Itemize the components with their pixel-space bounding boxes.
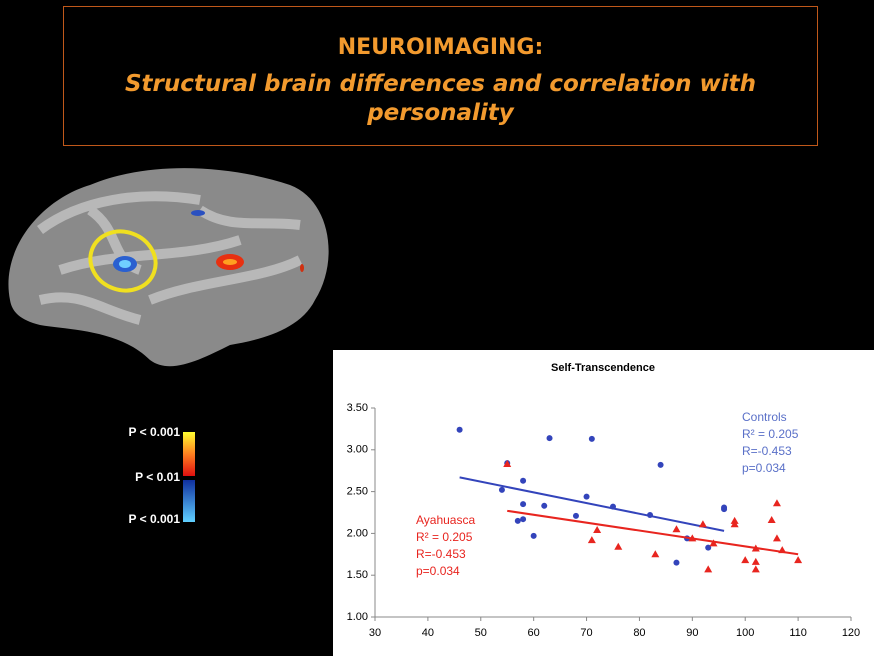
x-tick-label: 90 <box>686 627 698 639</box>
point <box>698 520 707 528</box>
point <box>572 512 579 519</box>
x-tick-label: 110 <box>789 627 807 639</box>
colorbar-hot <box>183 432 195 476</box>
x-tick-label: 80 <box>633 627 645 639</box>
legend-label: Ayahuasca <box>416 513 475 527</box>
x-tick-label: 60 <box>528 627 540 639</box>
x-tick-label: 120 <box>842 627 860 639</box>
colorbar-label: P < 0.01 <box>135 470 180 484</box>
point <box>772 534 781 542</box>
y-tick-label: 3.00 <box>347 444 368 456</box>
point <box>514 517 521 524</box>
point <box>704 565 713 573</box>
point <box>651 550 660 558</box>
y-tick-label: 2.00 <box>347 527 368 539</box>
point <box>503 460 512 468</box>
annotation: p=0.034 <box>742 461 786 475</box>
point <box>614 542 623 550</box>
point <box>741 556 750 564</box>
y-tick-label: 1.50 <box>347 569 368 581</box>
x-tick-label: 50 <box>475 627 487 639</box>
trend-line <box>507 509 799 556</box>
point <box>587 536 596 544</box>
point <box>520 501 527 508</box>
point <box>672 525 681 533</box>
chart-title: Self-Transcendence <box>551 362 655 374</box>
point <box>530 532 537 539</box>
x-tick-label: 100 <box>736 627 754 639</box>
trend-line <box>459 476 725 532</box>
annotation: p=0.034 <box>416 564 460 578</box>
point <box>673 559 680 566</box>
x-tick-label: 70 <box>580 627 592 639</box>
point <box>520 516 527 523</box>
x-tick-label: 40 <box>422 627 434 639</box>
y-tick-label: 3.50 <box>347 402 368 414</box>
y-tick-label: 2.50 <box>347 486 368 498</box>
point <box>583 493 590 500</box>
colorbar-label: P < 0.001 <box>129 425 181 439</box>
annotation: R² = 0.205 <box>742 427 799 441</box>
point <box>778 546 787 554</box>
x-tick-label: 30 <box>369 627 381 639</box>
point <box>767 516 776 524</box>
point <box>647 512 654 519</box>
point <box>541 502 548 509</box>
annotation: R=-0.453 <box>742 444 792 458</box>
point <box>751 557 760 565</box>
y-tick-label: 1.00 <box>347 611 368 623</box>
point <box>688 534 697 542</box>
title-box: NEUROIMAGING: Structural brain differenc… <box>63 6 818 146</box>
point <box>610 503 616 510</box>
colorbar-cold <box>183 480 195 522</box>
point <box>588 435 595 442</box>
point <box>520 477 527 484</box>
point <box>498 486 505 493</box>
point <box>657 461 664 468</box>
slide-subtitle: Structural brain differences and correla… <box>124 71 757 126</box>
point <box>456 426 463 433</box>
legend-label: Controls <box>742 410 787 424</box>
point <box>546 435 553 442</box>
point <box>772 499 781 507</box>
brain-image <box>8 168 329 367</box>
slide-title: NEUROIMAGING: <box>337 35 544 60</box>
point <box>751 565 760 573</box>
annotation: R² = 0.205 <box>416 530 473 544</box>
point <box>730 520 739 528</box>
point <box>751 544 760 552</box>
point <box>709 539 718 547</box>
annotation: R=-0.453 <box>416 547 466 561</box>
point <box>721 504 728 511</box>
chart-panel <box>333 350 874 656</box>
colorbar-label: P < 0.001 <box>129 512 181 526</box>
point <box>593 526 602 534</box>
point <box>794 556 803 564</box>
